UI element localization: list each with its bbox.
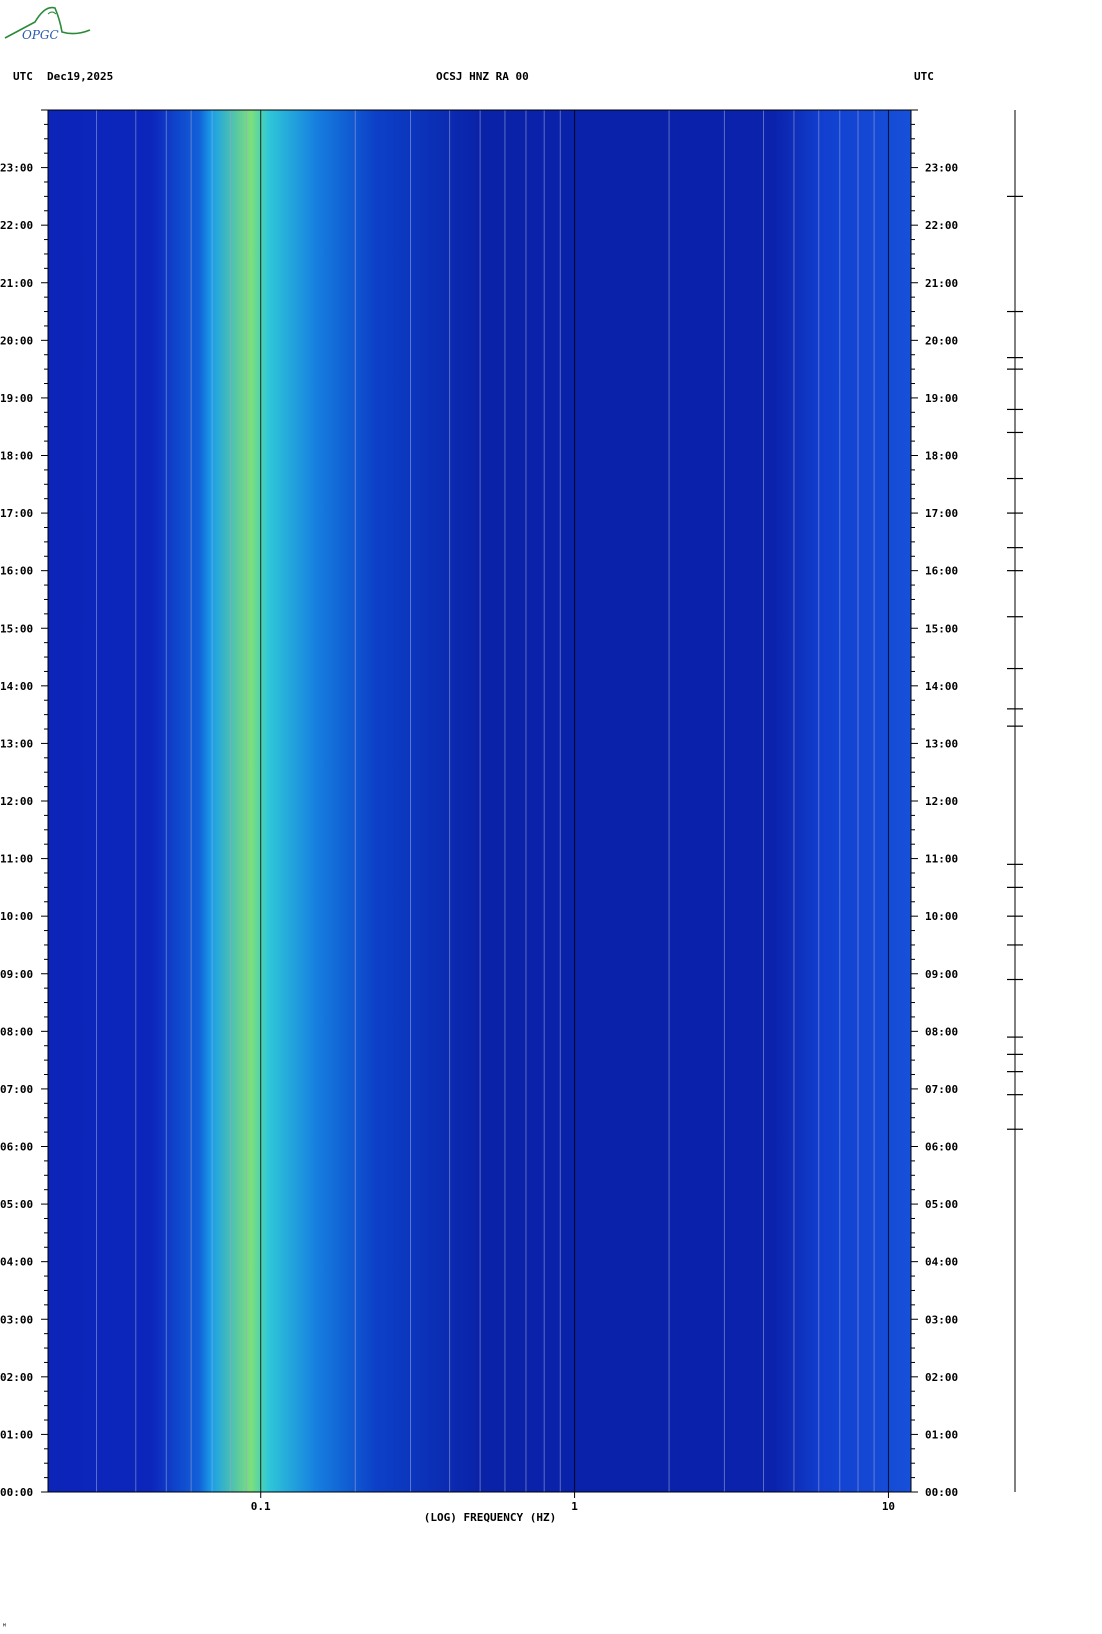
y-tick-label: 10:00 bbox=[0, 910, 33, 923]
y-tick-label-right: 14:00 bbox=[925, 680, 958, 693]
x-tick-label: 1 bbox=[571, 1500, 578, 1513]
x-tick-label: 0.1 bbox=[251, 1500, 271, 1513]
y-tick-label-right: 13:00 bbox=[925, 737, 958, 750]
y-tick-label-right: 06:00 bbox=[925, 1141, 958, 1154]
y-tick-label-right: 05:00 bbox=[925, 1198, 958, 1211]
y-tick-label: 15:00 bbox=[0, 622, 33, 635]
y-tick-label: 13:00 bbox=[0, 737, 33, 750]
y-tick-label: 21:00 bbox=[0, 277, 33, 290]
y-tick-label-right: 21:00 bbox=[925, 277, 958, 290]
y-tick-label-right: 12:00 bbox=[925, 795, 958, 808]
y-tick-label: 04:00 bbox=[0, 1256, 33, 1269]
y-tick-label-right: 02:00 bbox=[925, 1371, 958, 1384]
header-date: Dec19,2025 bbox=[47, 70, 114, 83]
y-tick-label: 01:00 bbox=[0, 1428, 33, 1441]
footer-mark: ᴹ bbox=[2, 1622, 7, 1631]
y-tick-label-right: 04:00 bbox=[925, 1256, 958, 1269]
y-tick-label-right: 03:00 bbox=[925, 1313, 958, 1326]
opgc-logo: OPGC bbox=[0, 0, 95, 49]
y-tick-label: 02:00 bbox=[0, 1371, 33, 1384]
y-tick-label: 19:00 bbox=[0, 392, 33, 405]
y-tick-label: 00:00 bbox=[0, 1486, 33, 1499]
y-tick-label: 05:00 bbox=[0, 1198, 33, 1211]
frequency-axis: 0.1 1 10 bbox=[251, 1492, 895, 1513]
y-tick-label-right: 01:00 bbox=[925, 1428, 958, 1441]
time-axis: 00:00 00:00 01:00 01:00 02:00 02:00 03:00 03:00… bbox=[0, 109, 958, 1499]
header-station: OCSJ HNZ RA 00 bbox=[436, 70, 529, 83]
y-tick-label-right: 16:00 bbox=[925, 565, 958, 578]
y-tick-label: 22:00 bbox=[0, 219, 33, 232]
y-tick-label: 08:00 bbox=[0, 1025, 33, 1038]
y-tick-label: 09:00 bbox=[0, 968, 33, 981]
y-tick-label: 23:00 bbox=[0, 162, 33, 175]
y-tick-label-right: 20:00 bbox=[925, 334, 958, 347]
y-tick-label-right: 11:00 bbox=[925, 853, 958, 866]
y-tick-label: 17:00 bbox=[0, 507, 33, 520]
y-tick-label-right: 17:00 bbox=[925, 507, 958, 520]
y-tick-label: 16:00 bbox=[0, 565, 33, 578]
y-tick-label: 20:00 bbox=[0, 334, 33, 347]
y-tick-label-right: 23:00 bbox=[925, 162, 958, 175]
y-tick-label-right: 22:00 bbox=[925, 219, 958, 232]
y-tick-label-right: 10:00 bbox=[925, 910, 958, 923]
y-tick-label: 06:00 bbox=[0, 1141, 33, 1154]
y-tick-label: 03:00 bbox=[0, 1313, 33, 1326]
logo-text: OPGC bbox=[22, 28, 59, 42]
y-tick-label: 12:00 bbox=[0, 795, 33, 808]
y-tick-label: 07:00 bbox=[0, 1083, 33, 1096]
y-tick-label-right: 08:00 bbox=[925, 1025, 958, 1038]
x-axis-label: (LOG) FREQUENCY (HZ) bbox=[424, 1511, 556, 1524]
y-tick-label: 18:00 bbox=[0, 450, 33, 463]
y-tick-label: 11:00 bbox=[0, 853, 33, 866]
x-tick-label: 10 bbox=[882, 1500, 895, 1513]
y-tick-label-right: 00:00 bbox=[925, 1486, 958, 1499]
header-right-tz: UTC bbox=[914, 70, 934, 83]
y-tick-label-right: 15:00 bbox=[925, 622, 958, 635]
header-left-tz: UTC bbox=[13, 70, 33, 83]
y-tick-label-right: 07:00 bbox=[925, 1083, 958, 1096]
y-tick-label-right: 18:00 bbox=[925, 450, 958, 463]
frequency-grid bbox=[47, 109, 912, 1493]
y-tick-label-right: 19:00 bbox=[925, 392, 958, 405]
y-tick-label-right: 09:00 bbox=[925, 968, 958, 981]
spectrogram-background bbox=[48, 110, 911, 1492]
y-tick-label: 14:00 bbox=[0, 680, 33, 693]
seismogram-trace bbox=[1007, 110, 1023, 1492]
